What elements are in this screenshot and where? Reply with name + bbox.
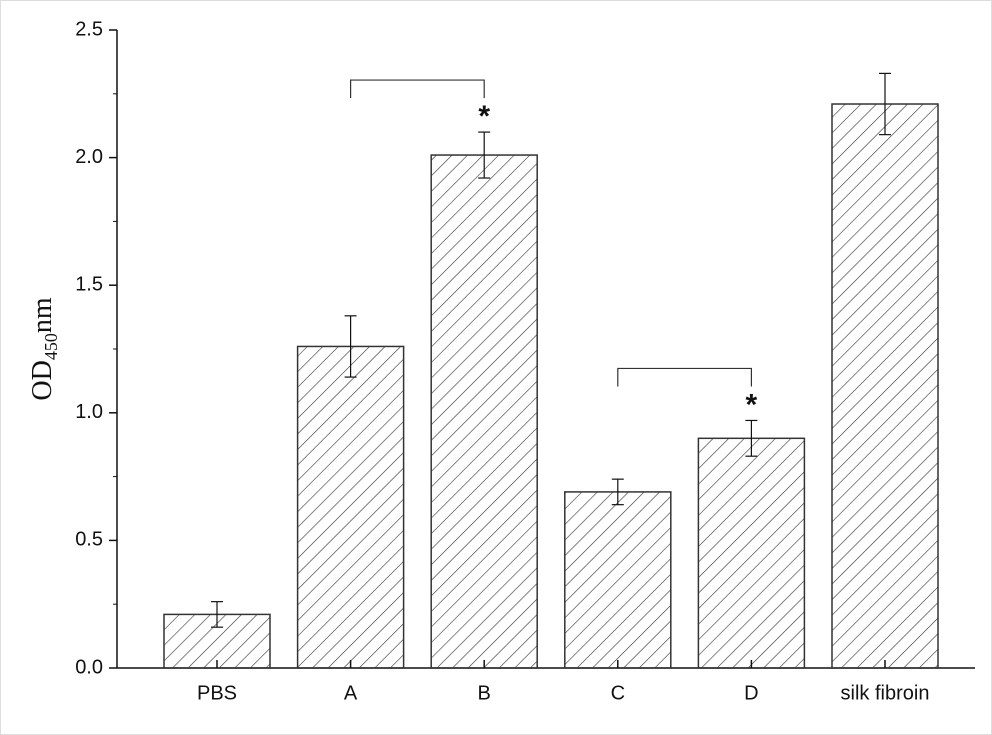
x-tick-label: C — [611, 682, 625, 704]
error-bar — [745, 419, 758, 457]
bar — [831, 103, 939, 669]
x-tick-label: B — [478, 682, 491, 704]
bar — [430, 154, 538, 669]
x-tick-label: A — [344, 682, 358, 704]
bar — [564, 491, 672, 669]
significance-label: * — [478, 100, 490, 133]
bar — [296, 345, 405, 669]
y-tick-label: 1.0 — [75, 401, 103, 423]
y-label-unit: nm — [27, 297, 58, 333]
error-bar — [879, 72, 891, 136]
error-bar — [611, 478, 624, 506]
y-axis-label: OD450nm — [27, 297, 61, 400]
error-bar — [211, 601, 223, 628]
x-tick-label: silk fibroin — [841, 682, 930, 704]
y-label-main: OD — [27, 360, 58, 400]
y-tick-label: 0.5 — [75, 529, 103, 551]
x-tick-label: PBS — [197, 682, 237, 704]
significance-bracket — [350, 79, 485, 99]
y-tick-label: 2.5 — [75, 18, 103, 40]
error-bar — [344, 315, 357, 378]
y-tick-label: 1.5 — [75, 273, 103, 295]
significance-bracket — [617, 367, 752, 387]
x-tick-label: D — [744, 682, 758, 704]
y-tick-label: 2.0 — [75, 146, 103, 168]
error-bar — [478, 131, 491, 179]
y-tick-label: 0.0 — [75, 656, 103, 678]
significance-label: * — [746, 388, 758, 421]
bar — [697, 437, 806, 669]
y-label-subscript: 450 — [41, 333, 61, 360]
